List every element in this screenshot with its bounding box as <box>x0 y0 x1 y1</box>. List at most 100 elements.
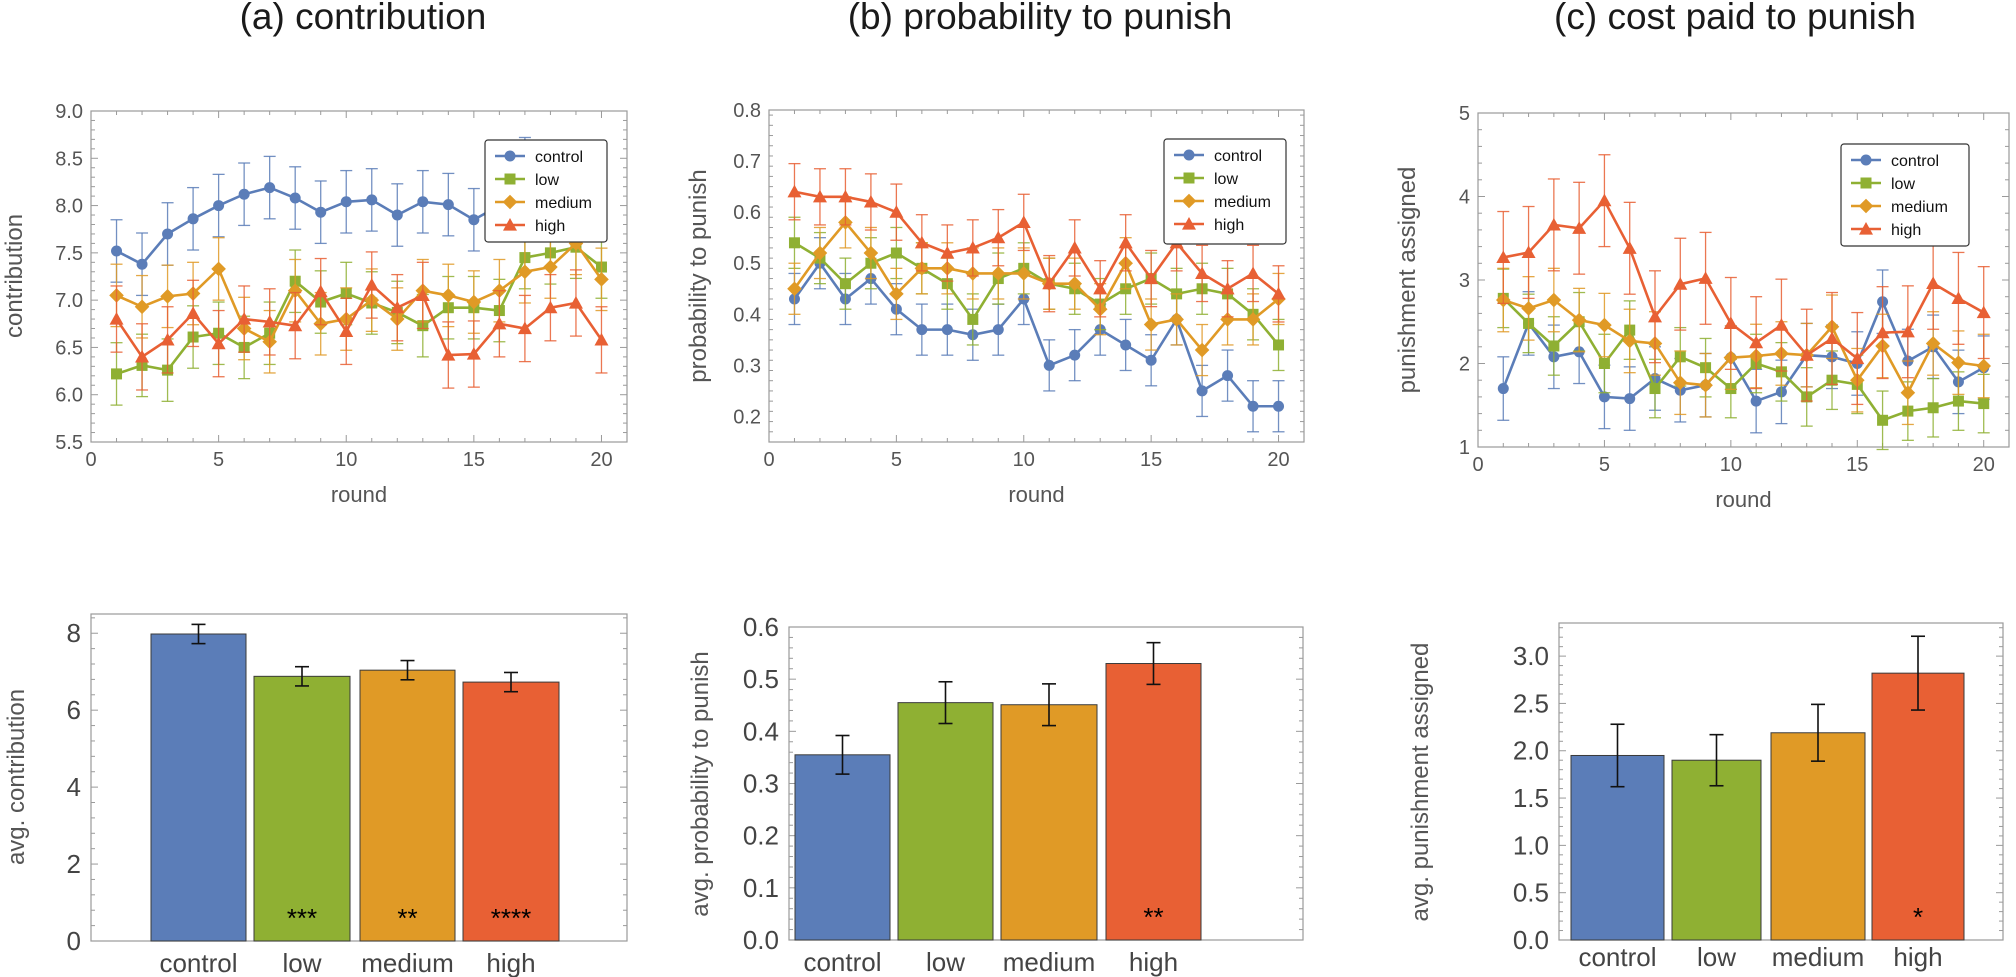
category-label-control: control <box>803 947 881 977</box>
category-label-control: control <box>159 948 237 977</box>
data-point-medium <box>1220 312 1235 327</box>
data-point-control <box>417 196 429 208</box>
y-axis-label: punishment assigned <box>1394 167 1421 394</box>
data-point-high <box>1496 250 1511 264</box>
data-point-high <box>914 235 929 249</box>
legend-marker-medium <box>502 194 518 210</box>
series-high <box>1496 154 1991 406</box>
y-tick-label: 0.1 <box>743 873 779 903</box>
legend: control low medium high <box>484 139 608 243</box>
data-point-high <box>863 194 878 208</box>
data-point-low <box>1273 339 1285 351</box>
data-point-medium <box>287 283 303 298</box>
series-high <box>787 162 1286 323</box>
y-tick-label: 5 <box>1459 103 1470 125</box>
legend-marker-low <box>1860 177 1872 189</box>
y-tick-label: 4 <box>67 772 81 802</box>
legend-label-control: control <box>535 149 583 166</box>
legend-label-high: high <box>1891 222 1921 239</box>
category-label-high: high <box>1129 947 1178 977</box>
y-tick-label: 2.0 <box>1513 736 1549 766</box>
x-axis-label: round <box>1715 487 1771 512</box>
legend-label-control: control <box>1891 153 1939 170</box>
data-point-control <box>1624 393 1636 405</box>
data-point-high <box>492 316 507 330</box>
y-tick-label: 2 <box>1459 354 1470 376</box>
data-point-medium <box>1925 336 1941 351</box>
bar-chart-2: 0.0 0.1 0.2 0.3 0.4 0.5 0.6 avg. probability to… <box>687 612 1304 977</box>
y-tick-label: 8.0 <box>55 196 83 218</box>
data-point-high <box>1271 286 1286 300</box>
data-point-high <box>288 318 303 332</box>
y-axis-label: avg. probability to punish <box>687 651 714 917</box>
y-tick-label: 7.5 <box>55 243 83 265</box>
data-point-control <box>1120 339 1132 351</box>
data-point-control <box>238 188 250 200</box>
data-point-control <box>289 192 301 204</box>
data-point-medium <box>1951 355 1966 370</box>
y-tick-label: 1.5 <box>1513 783 1549 813</box>
y-tick-label: 2.5 <box>1513 688 1549 718</box>
legend-box <box>484 139 608 243</box>
x-tick-label: 20 <box>1267 449 1289 471</box>
legend-marker-high <box>1859 222 1873 235</box>
y-tick-label: 0.3 <box>743 769 779 799</box>
significance-stars-low: *** <box>287 903 317 933</box>
category-label-low: low <box>282 948 321 977</box>
data-point-high <box>1042 276 1057 290</box>
legend-marker-control <box>1183 149 1195 161</box>
data-point-medium <box>787 281 802 297</box>
data-point-high <box>1673 277 1688 290</box>
y-tick-label: 9.0 <box>55 101 83 123</box>
data-point-medium <box>889 286 904 302</box>
bar-control <box>1570 754 1665 941</box>
y-tick-label: 1.0 <box>1513 830 1549 860</box>
data-point-high <box>1118 235 1133 249</box>
data-point-medium <box>863 245 879 261</box>
bar-chart-1: 0 2 4 6 8 avg. contribution control low *** mediu… <box>3 613 628 977</box>
y-axis-label: probability to punish <box>685 169 712 382</box>
data-point-high <box>390 300 405 314</box>
data-point-medium <box>1597 317 1612 333</box>
data-point-control <box>213 200 225 212</box>
data-point-medium <box>211 261 226 277</box>
title-probability-to-punish: (b) probability to punish <box>847 0 1233 37</box>
data-point-high <box>364 278 379 291</box>
y-tick-label: 0.6 <box>743 612 779 642</box>
y-tick-label: 4 <box>1459 187 1470 209</box>
data-point-control <box>1497 383 1509 395</box>
data-point-high <box>466 347 481 360</box>
x-tick-label: 20 <box>590 449 612 471</box>
plot-frame <box>90 110 628 443</box>
data-point-medium <box>160 289 175 304</box>
series-high <box>109 251 609 391</box>
data-point-high <box>1597 193 1612 207</box>
data-point-high <box>1246 266 1261 280</box>
data-point-control <box>315 206 327 218</box>
data-point-high <box>1521 245 1536 259</box>
data-point-medium <box>466 294 482 310</box>
category-label-medium: medium <box>1772 942 1864 972</box>
data-point-control <box>1598 391 1610 403</box>
data-point-low <box>1598 358 1610 369</box>
x-tick-label: 15 <box>1140 449 1162 471</box>
data-point-medium <box>1571 312 1587 328</box>
data-point-high <box>838 189 853 203</box>
x-tick-label: 0 <box>763 449 774 471</box>
data-point-low <box>788 237 800 249</box>
bar-high <box>1871 672 1965 941</box>
y-tick-label: 3.0 <box>1513 641 1549 671</box>
data-point-medium <box>1169 312 1184 327</box>
data-point-high <box>109 312 124 325</box>
data-point-medium <box>1016 266 1032 281</box>
legend-label-medium: medium <box>535 195 592 212</box>
data-point-high <box>1774 318 1789 331</box>
y-tick-label: 0.2 <box>743 821 779 851</box>
y-axis-label: avg. punishment assigned <box>1407 643 1434 922</box>
data-point-control <box>1750 395 1762 407</box>
data-point-medium <box>990 266 1006 281</box>
y-tick-label: 0.4 <box>743 716 779 746</box>
data-point-high <box>1926 276 1941 289</box>
data-point-control <box>1273 400 1285 412</box>
